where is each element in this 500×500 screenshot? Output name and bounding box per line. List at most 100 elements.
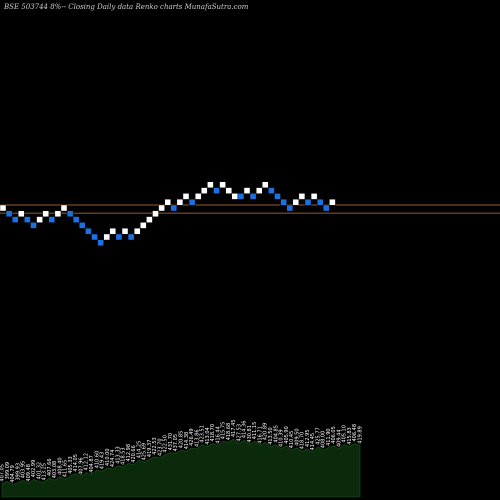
volume-label: 410.00 [105, 449, 111, 467]
volume-label: 415.75 [221, 422, 227, 440]
renko-brick-down [237, 193, 245, 200]
renko-brick-up [292, 198, 299, 206]
renko-brick-up [36, 216, 43, 223]
volume-label: 419.37 [147, 440, 153, 458]
renko-brick-down [268, 187, 275, 194]
renko-brick-down [170, 204, 178, 212]
volume-label: 431.70 [168, 433, 174, 451]
renko-brick-down [286, 204, 293, 212]
volume-label: 425.69 [142, 443, 148, 461]
renko-brick-up [152, 210, 159, 218]
volume-label: 407.96 [79, 457, 85, 475]
renko-brick-down [127, 233, 135, 241]
renko-brick-down [188, 198, 196, 206]
volume-label: 402.99 [31, 460, 37, 478]
volume-label: 405.10 [342, 425, 348, 443]
renko-brick-down [280, 198, 287, 206]
renko-brick-up [201, 187, 208, 194]
renko-brick-down [91, 233, 98, 241]
volume-label: 414.38 [184, 432, 190, 450]
volume-label: 423.51 [200, 425, 206, 443]
renko-brick-up [158, 204, 165, 212]
renko-brick-down [30, 222, 37, 229]
volume-label: 411.90 [326, 428, 332, 446]
volume-label: 418.70 [210, 424, 216, 442]
volume-label: 418.68 [226, 423, 232, 441]
volume-label: 407.66 [47, 459, 53, 477]
volume-label: 404.85 [273, 425, 279, 443]
volume-label: 403.95 [21, 461, 27, 479]
renko-brick-up [262, 181, 269, 189]
renko-brick-down [79, 222, 86, 229]
volume-label: 412.12 [84, 453, 90, 471]
renko-brick-up [109, 227, 117, 235]
volume-label: 409.48 [26, 464, 32, 482]
volume-label: 403.08 [52, 461, 58, 479]
volume-label: 410.60 [94, 451, 100, 469]
renko-brick-up [0, 204, 7, 212]
renko-brick-up [133, 227, 141, 235]
volume-area [1, 438, 361, 498]
renko-brick-down [249, 193, 257, 200]
renko-brick-up [121, 227, 129, 235]
renko-brick-up [42, 210, 49, 218]
volume-label: 399.93 [15, 463, 21, 481]
volume-label: 418.53 [121, 447, 127, 465]
volume-label: 409.44 [336, 430, 342, 448]
renko-brick-down [274, 193, 281, 200]
volume-labels: 407.05 399.09 404.79 399.93 403.95 409.48 402.… [0, 420, 364, 483]
renko-brick-up [243, 187, 251, 194]
volume-label: 414.05 [73, 454, 79, 472]
renko-brick-up [54, 210, 62, 218]
volume-label: 413.50 [268, 427, 274, 445]
renko-brick-up [225, 187, 232, 194]
renko-brick-up [207, 181, 214, 189]
volume-label: 399.09 [5, 462, 11, 480]
volume-label: 418.70 [300, 432, 306, 450]
volume-label: 423.70 [157, 439, 163, 457]
renko-brick-down [24, 216, 31, 223]
renko-brick-down [115, 233, 123, 241]
renko-brick-down [11, 216, 19, 223]
renko-brick-up [256, 187, 263, 194]
renko-brick-up [219, 181, 226, 189]
volume-label: 407.05 [0, 464, 6, 482]
renko-brick-down [48, 216, 55, 223]
volume-label: 419.43 [100, 452, 106, 470]
volume-label: 411.15 [252, 422, 258, 440]
renko-brick-up [194, 193, 202, 200]
volume-label: 416.71 [258, 426, 264, 444]
volume-label: 415.83 [347, 427, 353, 445]
volume-label: 420.89 [263, 423, 269, 441]
volume-label: 416.44 [215, 426, 221, 444]
renko-brick-up [103, 233, 110, 241]
volume-label: 401.32 [36, 462, 42, 480]
volume-label: 422.53 [152, 437, 158, 455]
volume-label: 405.90 [284, 426, 290, 444]
volume-label: 413.33 [115, 446, 121, 464]
volume-label: 411.65 [63, 460, 69, 478]
volume-label: 425.77 [315, 427, 321, 445]
volume-label: 422.50 [163, 435, 169, 453]
volume-label: 404.87 [89, 455, 95, 473]
volume-label: 414.45 [310, 433, 316, 451]
renko-brick-down [323, 204, 330, 212]
renko-brick-up [231, 193, 239, 200]
volume-label: 413.04 [205, 427, 211, 445]
volume-label: 430.81 [247, 425, 253, 443]
volume-label: 420.85 [179, 431, 185, 449]
volume-label: 410.39 [279, 430, 285, 448]
reference-lines [0, 204, 500, 214]
renko-brick-down [97, 239, 104, 247]
chart-title: BSE 503744 8%-- Closing Daily data Renko… [3, 3, 249, 11]
volume-label: 413.86 [194, 430, 200, 448]
volume-label: 419.89 [358, 426, 364, 444]
volume-label: 409.50 [294, 428, 300, 446]
renko-brick-down [72, 216, 80, 223]
volume-label: 408.00 [321, 431, 327, 449]
volume-label: 426.49 [189, 428, 195, 446]
renko-bricks [0, 181, 336, 247]
renko-brick-up [298, 193, 306, 200]
renko-brick-up [140, 222, 147, 229]
